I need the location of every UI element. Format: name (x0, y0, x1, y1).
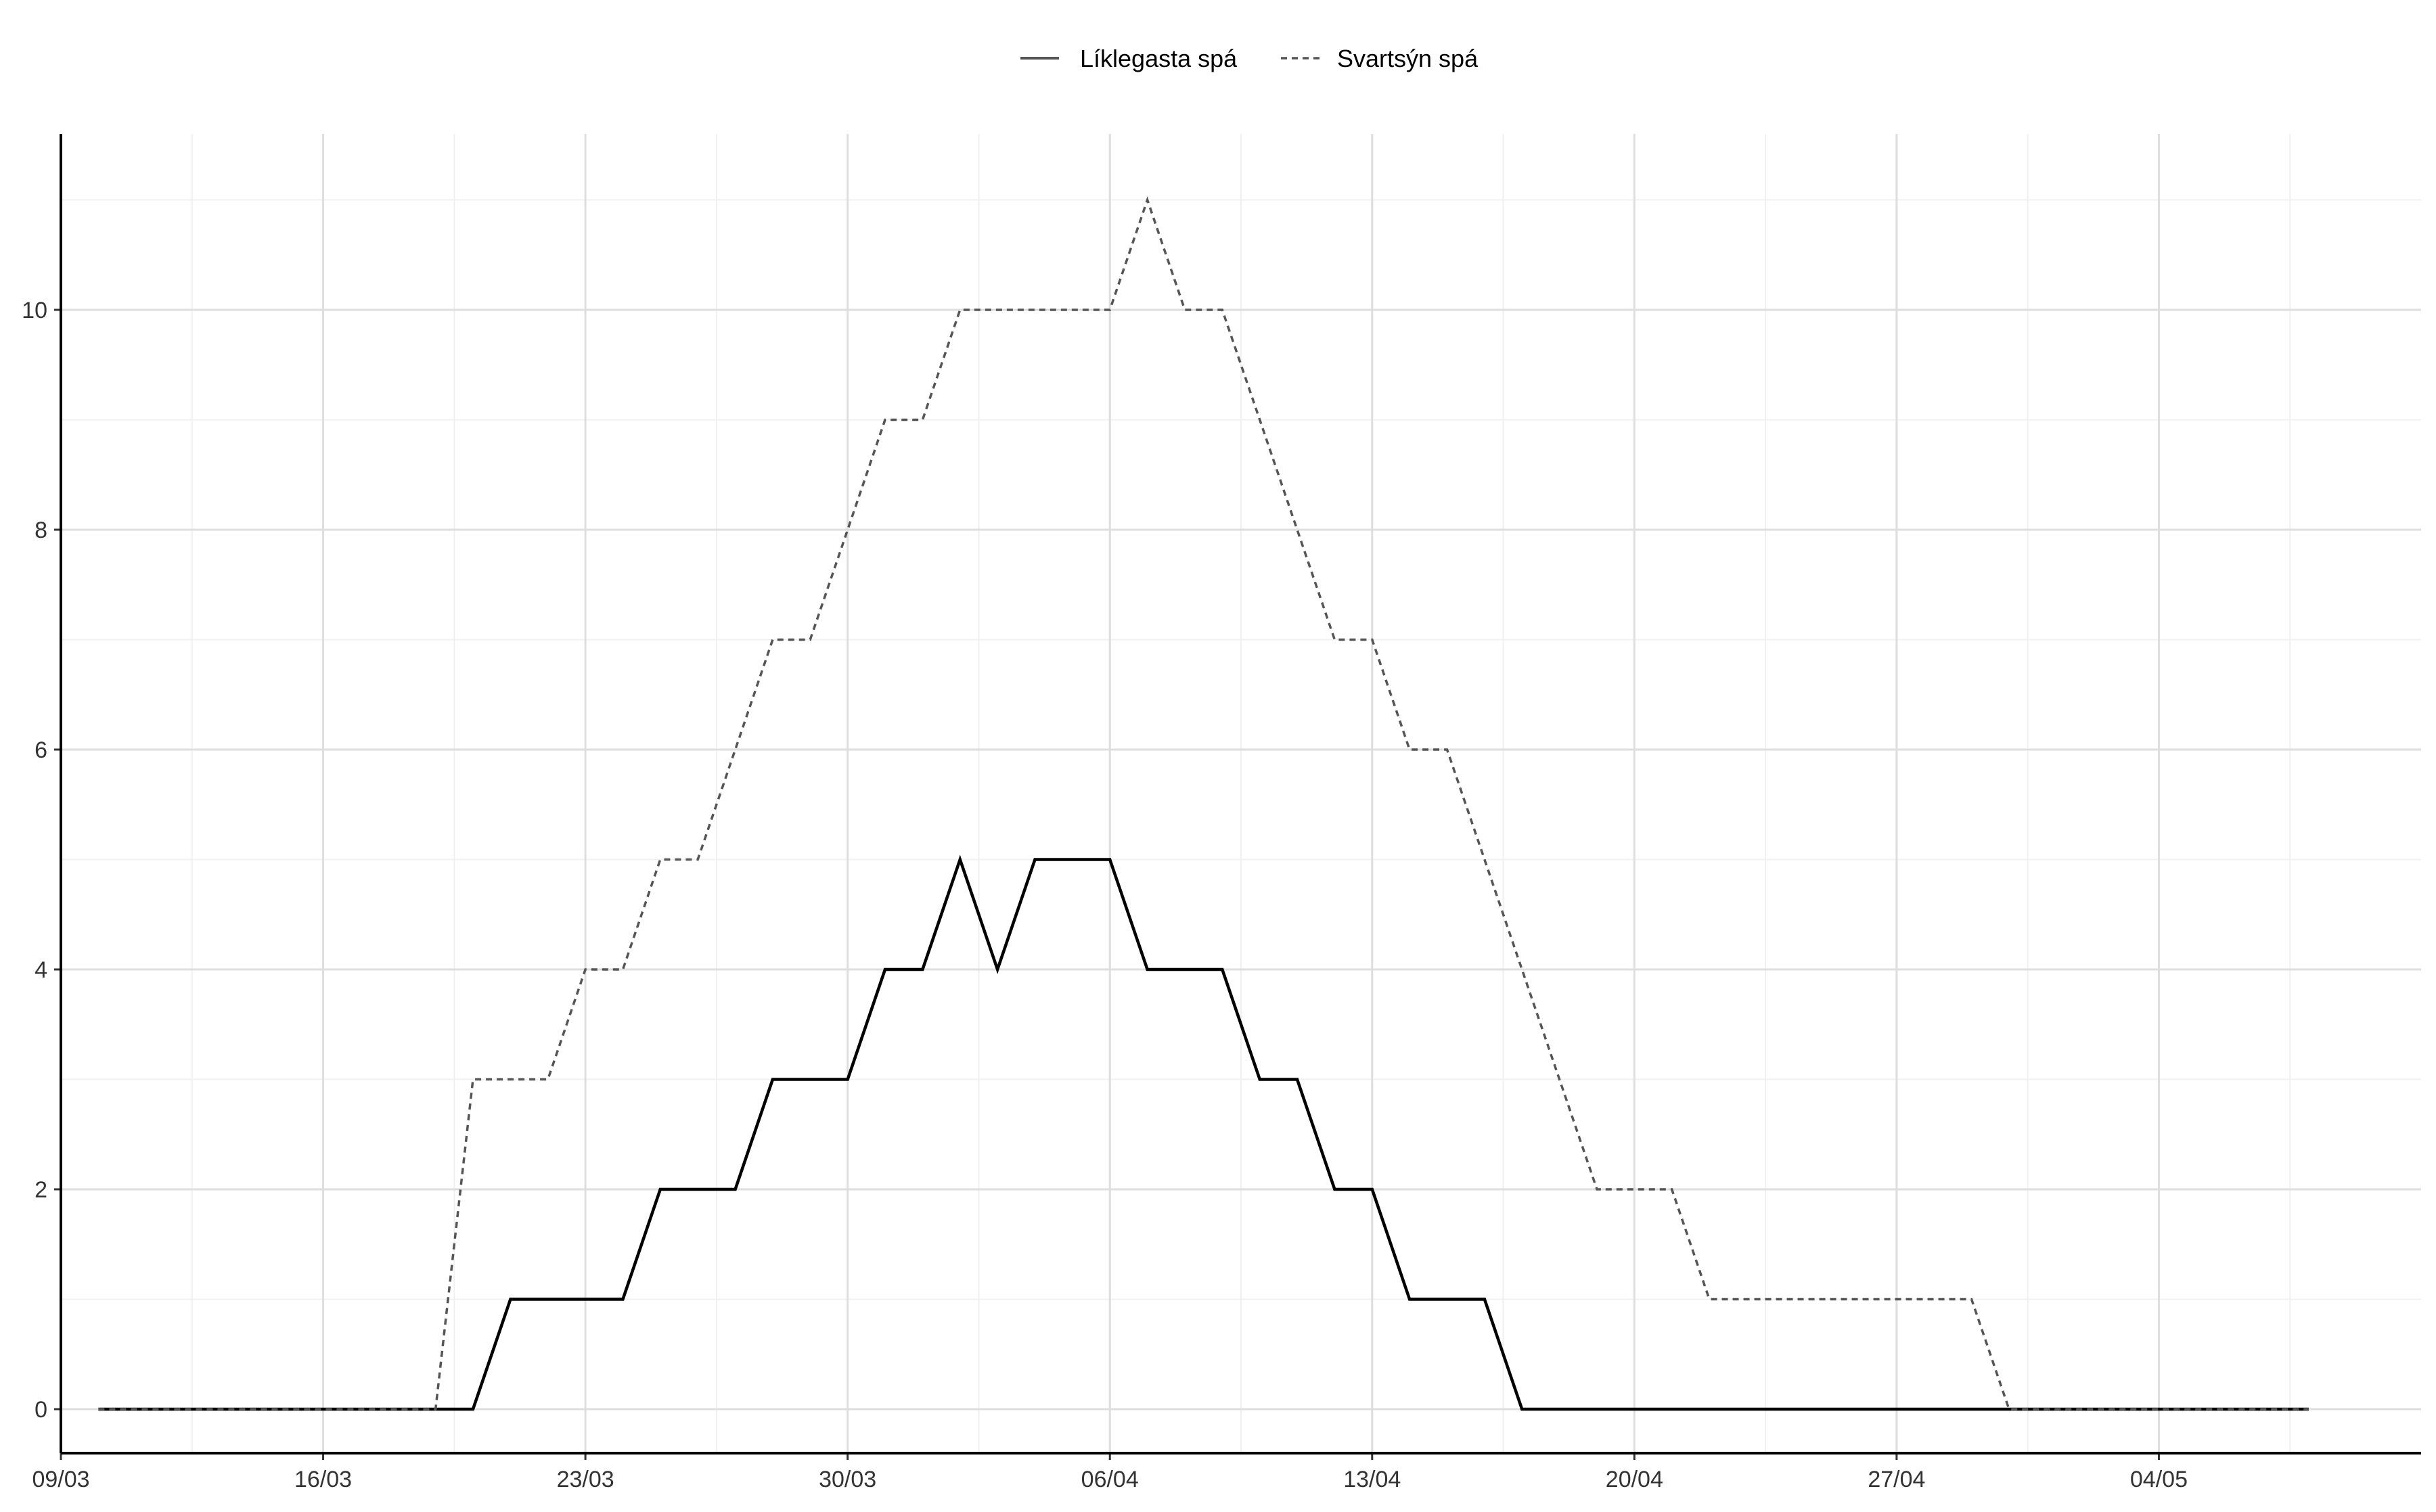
major-gridlines (60, 134, 2421, 1453)
legend: Líklegasta spá Svartsýn spá (1020, 45, 1479, 72)
x-tick-label: 27/04 (1868, 1467, 1925, 1492)
x-tick-label: 06/04 (1081, 1467, 1139, 1492)
minor-gridlines (61, 134, 2421, 1453)
series-line-2 (98, 196, 2309, 1411)
y-tick-label: 6 (35, 737, 47, 763)
legend-label-1: Líklegasta spá (1080, 45, 1238, 72)
x-tick-label: 04/05 (2130, 1467, 2188, 1492)
y-tick-label: 10 (22, 298, 47, 323)
x-tick-label: 09/03 (32, 1467, 89, 1492)
legend-label-2: Svartsýn spá (1337, 45, 1479, 72)
x-tick-label: 13/04 (1343, 1467, 1401, 1492)
x-tick-label: 30/03 (819, 1467, 876, 1492)
x-tick-label: 20/04 (1606, 1467, 1663, 1492)
series-lines (98, 196, 2309, 1411)
axes (54, 134, 2421, 1460)
x-tick-label: 16/03 (294, 1467, 352, 1492)
y-tick-label: 2 (35, 1177, 47, 1203)
y-tick-label: 8 (35, 518, 47, 543)
series-line-1 (98, 854, 2309, 1411)
y-tick-label: 0 (35, 1397, 47, 1423)
y-tick-label: 4 (35, 957, 47, 983)
x-tick-label: 23/03 (557, 1467, 614, 1492)
tick-labels: 09/03 16/03 23/03 30/03 06/04 13/04 20/04 27/04… (22, 298, 2188, 1492)
